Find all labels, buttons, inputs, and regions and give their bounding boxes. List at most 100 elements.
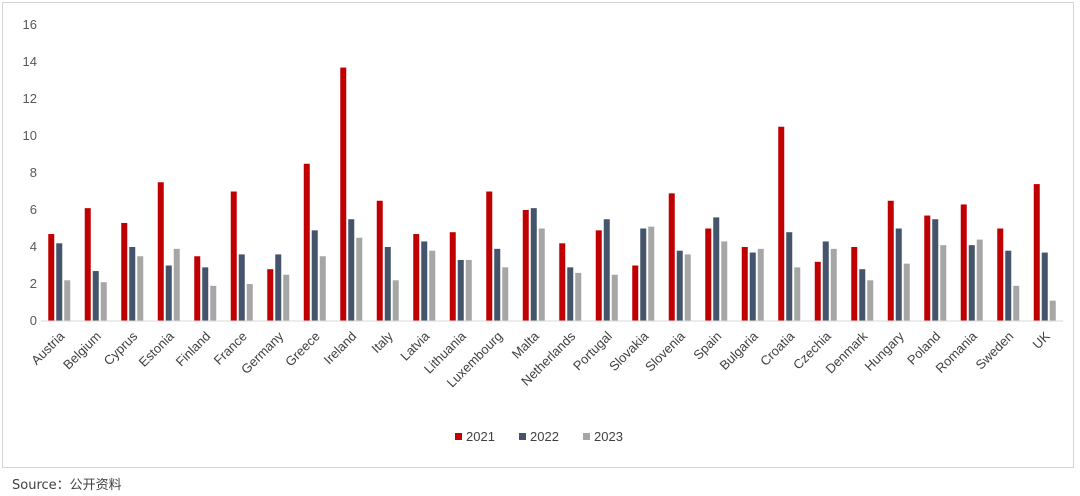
category-label: Belgium (60, 329, 104, 373)
y-tick-label: 6 (30, 202, 37, 217)
bar-2022-croatia (786, 232, 793, 321)
y-tick-label: 0 (30, 313, 37, 328)
bar-2022-portugal (603, 219, 610, 321)
bar-chart: 0 2 4 6 8 10 12 14 16 AustriaBelgiumCyprusEstoni… (23, 17, 1063, 444)
legend-label: 2023 (594, 429, 623, 444)
bar-2022-malta (530, 208, 537, 321)
legend-swatch (519, 433, 526, 440)
bar-2021-estonia (157, 182, 164, 321)
bar-2022-finland (202, 267, 209, 321)
bar-2022-greece (311, 230, 318, 321)
bar-2023-croatia (794, 267, 801, 321)
bar-2023-ireland (356, 237, 363, 321)
bar-2022-ireland (348, 219, 355, 321)
chart-frame: 0 2 4 6 8 10 12 14 16 Austria Belgium Cyprus Estoni… (2, 2, 1074, 468)
bar-2021-denmark (851, 247, 858, 321)
bar-2022-germany (275, 254, 282, 321)
bar-2023-hungary (903, 263, 910, 321)
category-label: Slovenia (642, 328, 688, 374)
y-axis: 0 2 4 6 8 10 12 14 16 (23, 17, 37, 328)
bar-2021-czechia (814, 261, 821, 321)
bar-2023-germany (283, 274, 290, 321)
bar-2021-netherlands (559, 243, 566, 321)
y-tick-label: 2 (30, 276, 37, 291)
bar-2022-hungary (895, 228, 902, 321)
legend-label: 2021 (466, 429, 495, 444)
y-tick-label: 16 (23, 17, 37, 32)
legend-label: 2022 (530, 429, 559, 444)
bars (48, 67, 1056, 321)
bar-2023-lithuania (465, 259, 472, 321)
bar-2021-germany (267, 269, 274, 321)
bar-2021-slovakia (632, 265, 639, 321)
bar-2021-greece (303, 163, 310, 321)
y-tick-label: 4 (30, 239, 37, 254)
bar-2021-portugal (595, 230, 602, 321)
category-label: Ireland (321, 329, 360, 368)
category-label: Cyprus (101, 328, 141, 368)
bar-2021-bulgaria (741, 247, 748, 321)
bar-2023-greece (319, 256, 326, 321)
bar-2021-poland (924, 215, 931, 321)
bar-2023-sweden (1013, 285, 1020, 321)
bar-2021-romania (960, 204, 967, 321)
bar-2021-italy (376, 200, 383, 321)
bar-2022-belgium (92, 271, 99, 321)
bar-2022-estonia (165, 265, 172, 321)
bar-2022-romania (968, 245, 975, 321)
bar-2022-luxembourg (494, 248, 501, 321)
bar-2023-luxembourg (502, 267, 509, 321)
category-label: Sweden (973, 329, 1017, 373)
bar-2021-finland (194, 256, 201, 321)
bar-2021-france (230, 191, 237, 321)
bar-2023-latvia (429, 250, 436, 321)
category-label: Malta (509, 328, 543, 362)
bar-2022-latvia (421, 241, 428, 321)
bar-2022-denmark (859, 269, 866, 321)
bar-2021-spain (705, 228, 712, 321)
legend: 2021 2022 2023 (455, 429, 623, 444)
bar-2022-sweden (1005, 250, 1012, 321)
bar-2021-malta (522, 210, 529, 321)
category-label: Greece (282, 329, 323, 370)
bar-2023-romania (976, 239, 983, 321)
bar-2023-cyprus (137, 256, 144, 321)
bar-2021-slovenia (668, 193, 675, 321)
bar-2023-austria (64, 280, 71, 321)
bar-2023-bulgaria (757, 248, 764, 321)
category-label: Spain (690, 329, 724, 363)
bar-2022-bulgaria (749, 252, 756, 321)
y-tick-label: 12 (23, 91, 37, 106)
bar-2022-italy (384, 247, 391, 321)
y-tick-label: 10 (23, 128, 37, 143)
bar-2021-latvia (413, 234, 420, 321)
category-label: Hungary (862, 328, 908, 374)
bar-2021-luxembourg (486, 191, 493, 321)
x-axis: AustriaBelgiumCyprusEstoniaFinlandFrance… (28, 320, 1063, 390)
bar-2021-lithuania (449, 232, 456, 321)
bar-2023-finland (210, 285, 217, 321)
category-label: Bulgaria (717, 328, 762, 373)
legend-swatch (583, 433, 590, 440)
bar-2023-slovakia (648, 226, 655, 321)
bar-2022-poland (932, 219, 939, 321)
bar-2022-france (238, 254, 245, 321)
bar-2023-czechia (830, 248, 837, 321)
bar-2023-italy (392, 280, 399, 321)
bar-2022-spain (713, 217, 720, 321)
bar-2022-austria (56, 243, 63, 321)
category-label: Finland (173, 329, 214, 370)
bar-2022-netherlands (567, 267, 574, 321)
bar-2023-portugal (611, 274, 618, 321)
source-note: Source：公开资料 (12, 478, 122, 493)
bar-2023-malta (538, 228, 545, 321)
bar-2023-denmark (867, 280, 874, 321)
bar-2023-uk (1049, 300, 1056, 321)
bar-2021-uk (1033, 184, 1040, 321)
category-label: UK (1029, 328, 1053, 352)
bar-2022-slovakia (640, 228, 647, 321)
bar-2021-belgium (84, 208, 91, 321)
category-label: Romania (932, 328, 980, 376)
bar-2021-cyprus (121, 222, 128, 321)
legend-swatch (455, 433, 462, 440)
